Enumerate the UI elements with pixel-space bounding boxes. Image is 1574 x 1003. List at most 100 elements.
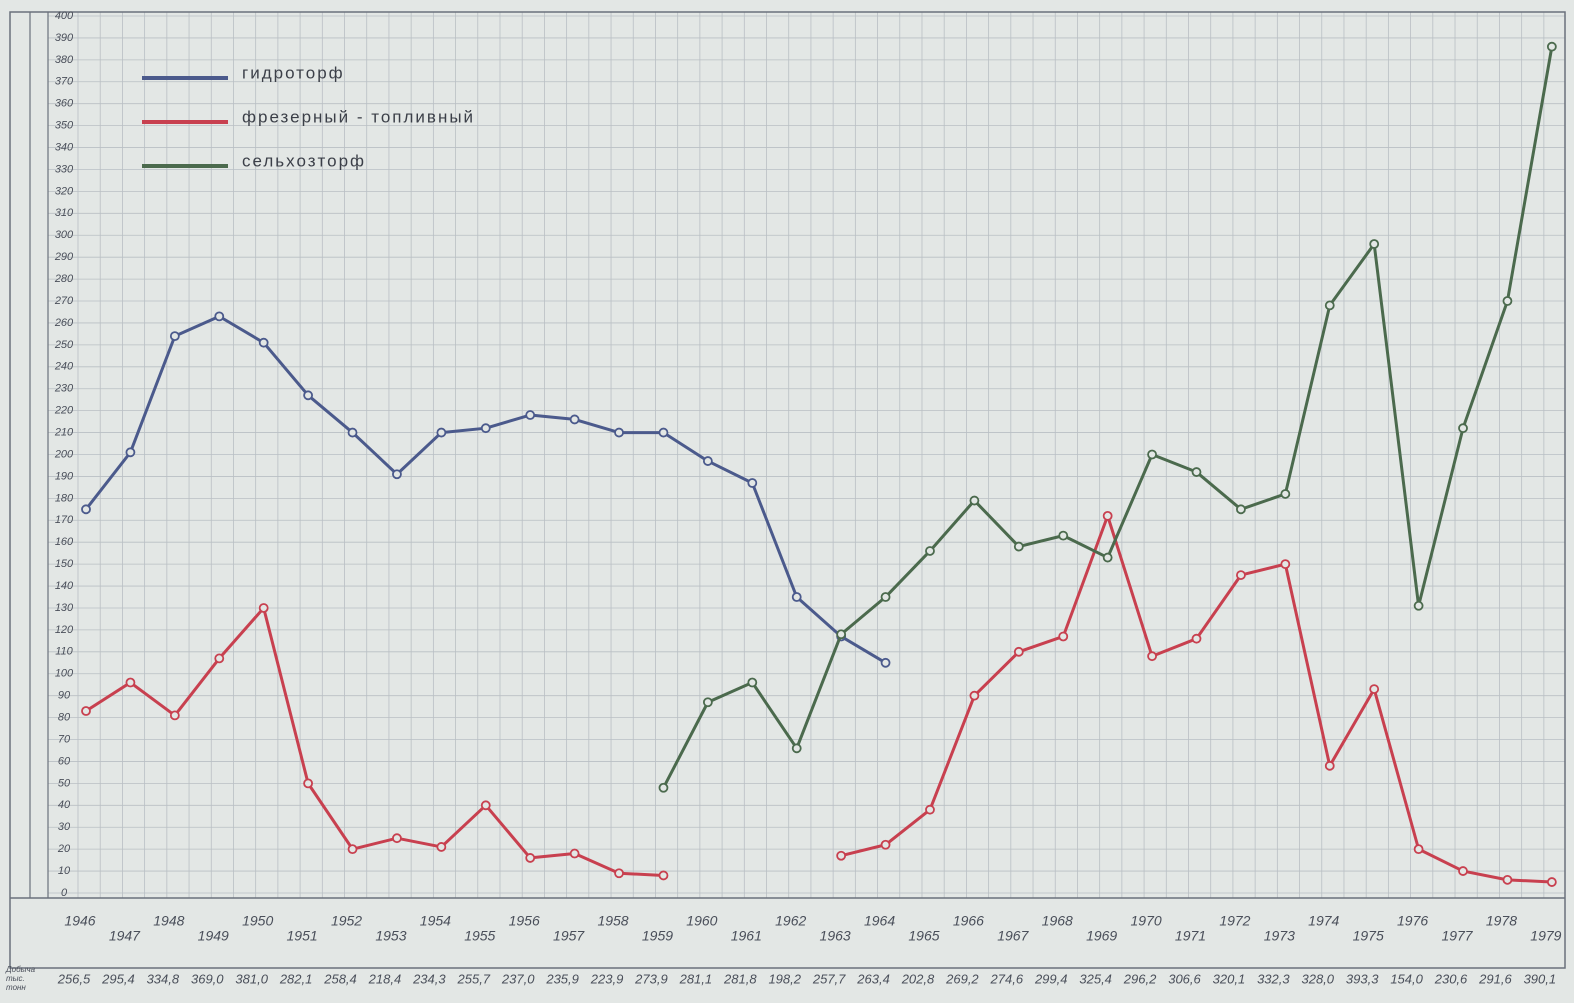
- total-label: 274,6: [990, 971, 1024, 986]
- y-tick-label: 10: [58, 865, 71, 877]
- total-label: 325,4: [1079, 971, 1112, 986]
- paper: [0, 0, 1574, 1003]
- x-tick-label: 1950: [242, 913, 273, 929]
- x-tick-label: 1973: [1264, 928, 1295, 944]
- data-point: [1148, 652, 1156, 660]
- data-point: [1548, 43, 1556, 51]
- data-point: [1015, 648, 1023, 656]
- data-point: [659, 429, 667, 437]
- total-label: 256,5: [57, 971, 91, 986]
- y-tick-label: 200: [54, 448, 74, 460]
- y-tick-label: 310: [55, 207, 74, 219]
- x-tick-label: 1963: [820, 928, 851, 944]
- data-point: [437, 843, 445, 851]
- data-point: [437, 429, 445, 437]
- total-label: 202,8: [901, 971, 935, 986]
- y-tick-label: 280: [54, 273, 74, 285]
- total-label: 281,8: [723, 971, 757, 986]
- total-label: 381,0: [235, 971, 268, 986]
- y-tick-label: 390: [55, 32, 74, 44]
- data-point: [126, 679, 134, 687]
- x-tick-label: 1972: [1219, 913, 1250, 929]
- data-point: [793, 593, 801, 601]
- y-tick-label: 30: [58, 821, 71, 833]
- total-label: 281,1: [679, 971, 713, 986]
- y-tick-label: 90: [58, 690, 71, 702]
- data-point: [748, 679, 756, 687]
- total-label: 369,0: [191, 971, 224, 986]
- total-label: 334,8: [147, 971, 180, 986]
- data-point: [571, 850, 579, 858]
- data-point: [1281, 490, 1289, 498]
- x-tick-label: 1965: [908, 928, 939, 944]
- data-point: [1326, 301, 1334, 309]
- x-tick-label: 1970: [1131, 913, 1162, 929]
- x-tick-label: 1976: [1397, 913, 1428, 929]
- legend-label: гидроторф: [242, 63, 345, 82]
- total-label: 282,1: [279, 971, 313, 986]
- data-point: [1459, 424, 1467, 432]
- x-tick-label: 1977: [1441, 928, 1473, 944]
- data-point: [926, 547, 934, 555]
- data-point: [837, 630, 845, 638]
- legend-label: фрезерный - топливный: [242, 107, 475, 126]
- x-tick-label: 1967: [997, 928, 1029, 944]
- data-point: [1104, 512, 1112, 520]
- y-tick-label: 220: [54, 405, 74, 417]
- y-tick-label: 370: [55, 76, 74, 88]
- data-point: [215, 654, 223, 662]
- data-point: [1148, 451, 1156, 459]
- total-label: 296,2: [1123, 971, 1157, 986]
- data-point: [1326, 762, 1334, 770]
- data-point: [1415, 845, 1423, 853]
- x-tick-label: 1968: [1042, 913, 1073, 929]
- y-tick-label: 340: [55, 141, 74, 153]
- data-point: [349, 845, 357, 853]
- x-tick-label: 1959: [642, 928, 673, 944]
- total-label: 390,1: [1524, 971, 1557, 986]
- data-point: [82, 505, 90, 513]
- total-label: 234,3: [412, 971, 446, 986]
- total-label: 218,4: [368, 971, 402, 986]
- total-label: 258,4: [323, 971, 357, 986]
- data-point: [526, 411, 534, 419]
- data-point: [393, 470, 401, 478]
- y-tick-label: 380: [55, 54, 74, 66]
- data-point: [1503, 876, 1511, 884]
- data-point: [970, 692, 978, 700]
- total-label: 273,9: [634, 971, 668, 986]
- x-tick-label: 1975: [1353, 928, 1384, 944]
- y-tick-label: 360: [55, 98, 74, 110]
- y-tick-label: 330: [55, 163, 74, 175]
- total-label: 223,9: [590, 971, 624, 986]
- data-point: [793, 744, 801, 752]
- total-label: 263,4: [856, 971, 890, 986]
- data-point: [1459, 867, 1467, 875]
- data-point: [1370, 240, 1378, 248]
- y-tick-label: 260: [54, 317, 74, 329]
- total-label: 230,6: [1434, 971, 1468, 986]
- y-tick-label: 70: [58, 733, 71, 745]
- data-point: [171, 332, 179, 340]
- x-tick-label: 1957: [553, 928, 585, 944]
- data-point: [393, 834, 401, 842]
- y-tick-label: 140: [55, 580, 74, 592]
- y-tick-label: 190: [55, 470, 74, 482]
- y-tick-label: 320: [55, 185, 74, 197]
- x-tick-label: 1961: [731, 928, 762, 944]
- data-point: [704, 698, 712, 706]
- data-point: [659, 784, 667, 792]
- chart: 0102030405060708090100110120130140150160…: [0, 0, 1574, 1003]
- y-tick-label: 120: [55, 624, 74, 636]
- x-tick-label: 1956: [509, 913, 540, 929]
- data-point: [482, 801, 490, 809]
- data-point: [704, 457, 712, 465]
- data-point: [1059, 632, 1067, 640]
- data-point: [1015, 543, 1023, 551]
- data-point: [126, 448, 134, 456]
- x-tick-label: 1947: [109, 928, 141, 944]
- total-label: 198,2: [768, 971, 801, 986]
- totals-row-label: Добыча: [5, 965, 36, 974]
- data-point: [970, 497, 978, 505]
- y-tick-label: 60: [58, 755, 71, 767]
